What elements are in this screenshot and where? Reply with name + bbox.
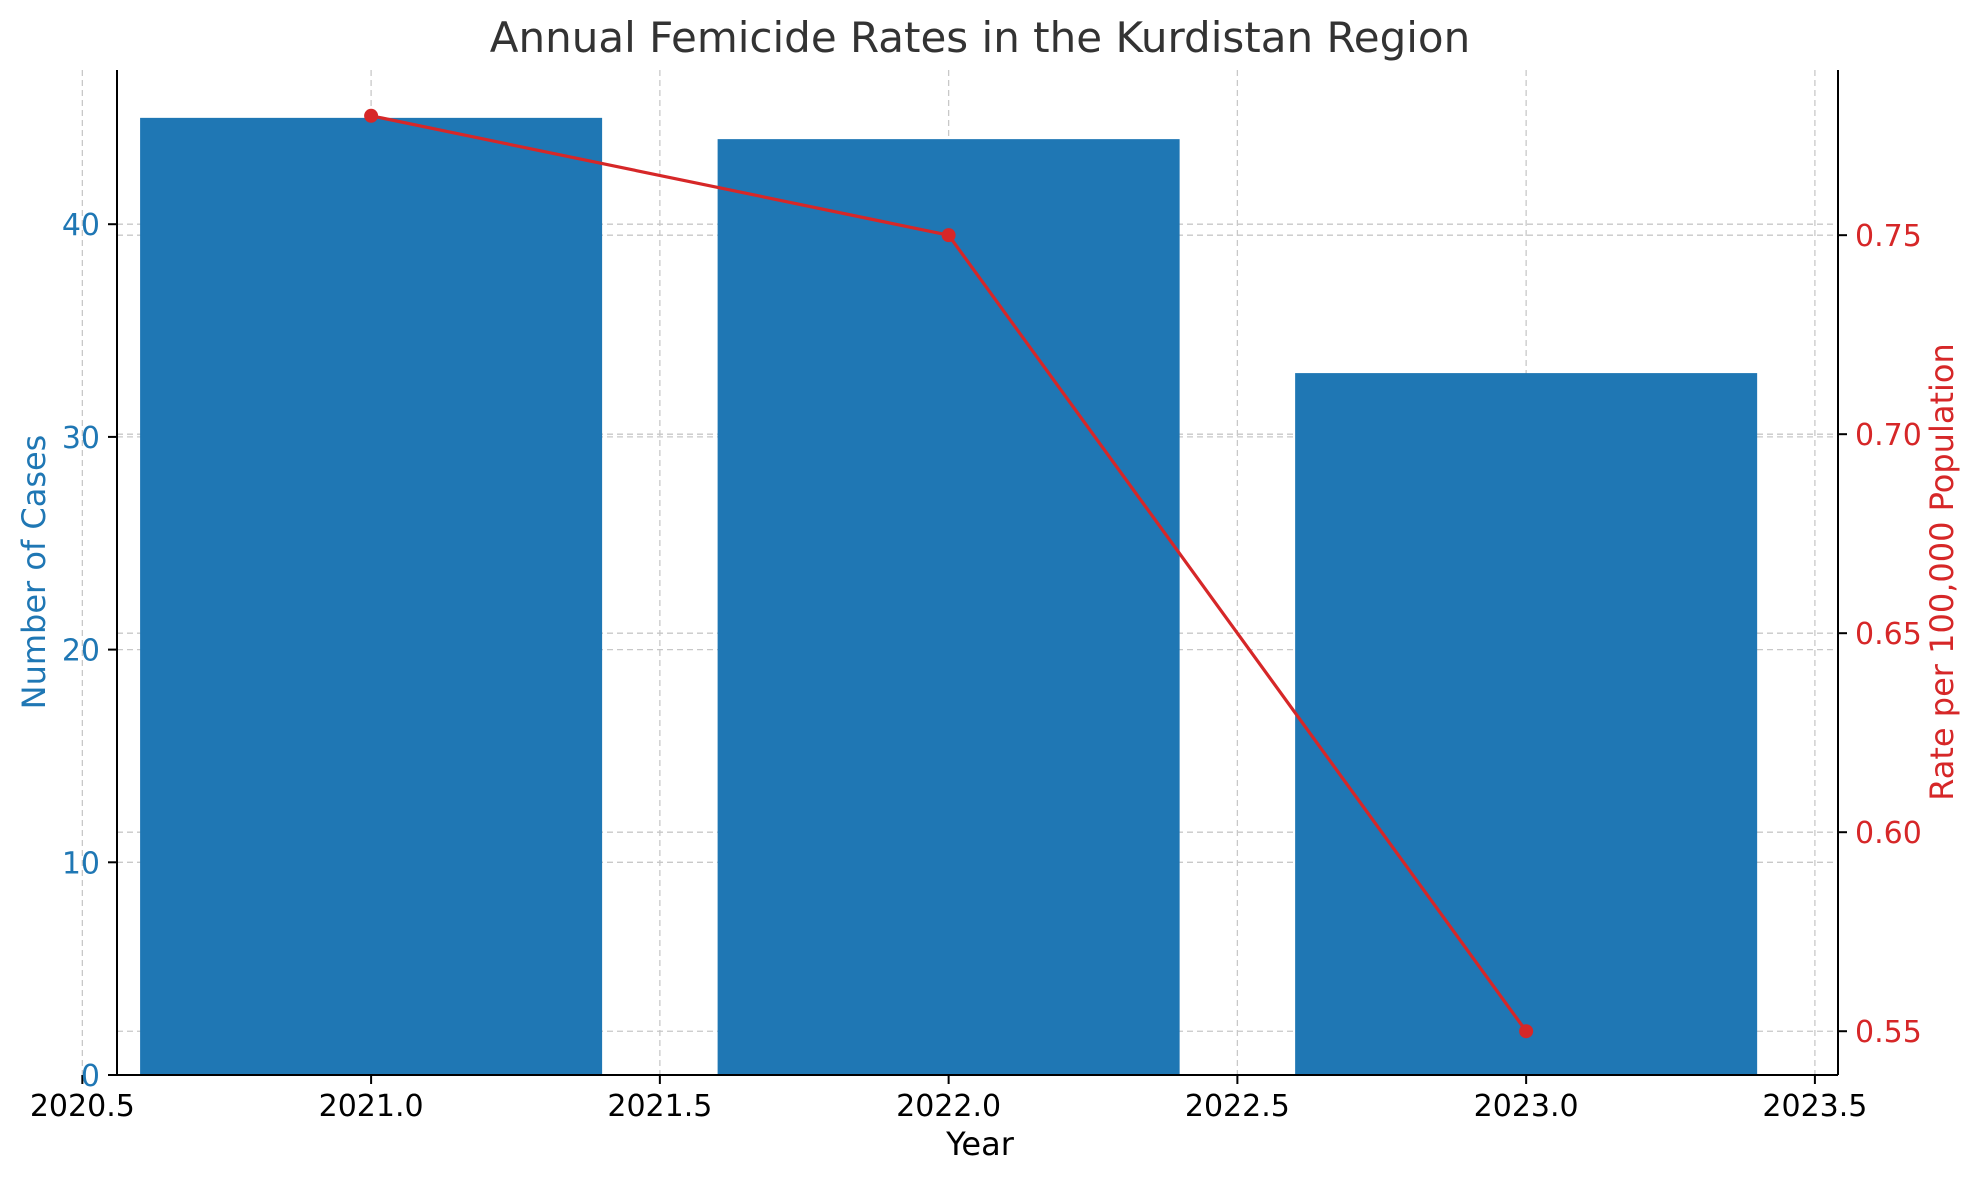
y-tick-label: 0 <box>81 1059 100 1094</box>
x-tick-label: 2023.5 <box>1762 1089 1867 1124</box>
x-tick-label: 2023.0 <box>1474 1089 1579 1124</box>
y-tick-label: 30 <box>62 421 100 456</box>
rate-point <box>941 228 956 243</box>
y-tick-label: 40 <box>62 208 100 243</box>
x-tick-label: 2021.5 <box>607 1089 712 1124</box>
bar <box>140 117 603 1076</box>
y2-tick-label: 0.70 <box>1855 418 1922 453</box>
bar-layer <box>140 117 1758 1076</box>
tick-layer: 2020.5 2021.0 2021.5 2022.0 2022.5 2023.0 2023… <box>30 208 1922 1124</box>
y-tick-label: 10 <box>62 846 100 881</box>
x-tick-label: 2022.0 <box>896 1089 1001 1124</box>
axis-layer <box>116 70 1839 1076</box>
x-tick-label: 2021.0 <box>319 1089 424 1124</box>
x-tick-label: 2022.5 <box>1185 1089 1290 1124</box>
y2-tick-label: 0.55 <box>1855 1015 1922 1050</box>
y-axis-title: Number of Cases <box>15 435 53 710</box>
y2-tick-label: 0.60 <box>1855 816 1922 851</box>
y2-axis-title: Rate per 100,000 Population <box>1923 343 1961 801</box>
rate-point <box>1519 1024 1534 1039</box>
bar <box>1295 373 1758 1076</box>
bar <box>717 139 1180 1076</box>
x-tick-label: 2020.5 <box>30 1089 135 1124</box>
x-axis-title: Year <box>945 1125 1015 1163</box>
y2-tick-label: 0.75 <box>1855 219 1922 254</box>
y2-tick-label: 0.65 <box>1855 617 1922 652</box>
rate-point <box>364 108 379 123</box>
y-tick-label: 20 <box>62 634 100 669</box>
line-layer <box>364 108 1534 1039</box>
chart-title: Annual Femicide Rates in the Kurdistan R… <box>490 13 1470 62</box>
